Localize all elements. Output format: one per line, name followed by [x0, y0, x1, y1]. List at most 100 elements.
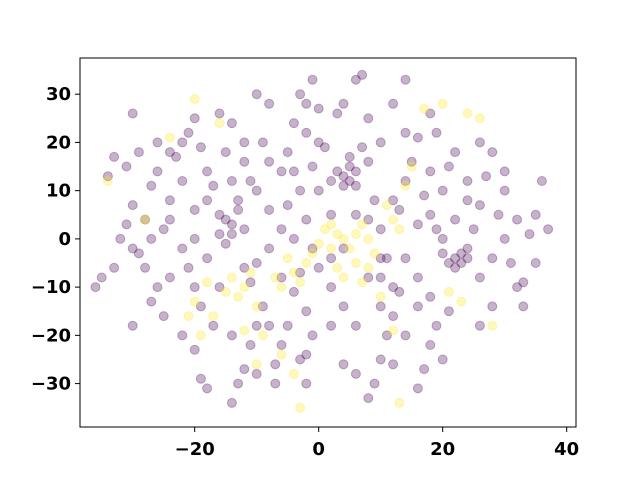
data-point-class-1: [394, 397, 405, 408]
data-point-class-1: [474, 113, 485, 124]
data-point-class-0: [313, 262, 324, 273]
data-point-class-0: [338, 180, 349, 191]
data-point-class-0: [375, 354, 386, 365]
data-point-class-0: [264, 98, 275, 109]
data-point-class-0: [270, 359, 281, 370]
data-point-class-1: [338, 233, 349, 244]
data-point-class-1: [326, 219, 337, 230]
data-point-class-0: [543, 224, 554, 235]
data-point-class-0: [443, 258, 454, 268]
data-point-class-0: [437, 354, 448, 365]
data-point-class-1: [350, 258, 361, 268]
data-point-class-0: [276, 340, 287, 350]
data-point-class-1: [164, 132, 175, 143]
data-point-class-0: [251, 320, 262, 331]
data-point-class-0: [363, 214, 374, 225]
data-point-class-0: [481, 171, 492, 182]
data-point-class-0: [140, 262, 151, 273]
data-point-class-1: [363, 262, 374, 273]
data-point-class-0: [239, 137, 250, 148]
data-point-class-1: [288, 267, 299, 278]
data-point-class-1: [307, 248, 318, 259]
data-point-class-0: [326, 253, 337, 264]
data-point-class-1: [462, 108, 473, 119]
data-point-class-0: [264, 243, 275, 254]
data-point-class-0: [419, 364, 430, 375]
data-point-class-0: [127, 243, 138, 254]
data-point-class-0: [412, 301, 423, 312]
data-point-class-0: [177, 176, 188, 186]
data-point-class-0: [189, 344, 200, 355]
data-point-class-0: [146, 180, 157, 191]
data-point-class-1: [456, 296, 467, 307]
data-point-class-1: [388, 325, 399, 336]
data-point-class-0: [146, 233, 157, 244]
data-point-class-0: [338, 171, 349, 182]
data-point-class-0: [456, 258, 467, 268]
data-point-class-0: [443, 306, 454, 317]
data-point-class-0: [363, 393, 374, 404]
y-tick-label: 0: [58, 229, 71, 250]
x-axis: −20 0 20 40: [175, 427, 579, 460]
data-point-class-0: [394, 286, 405, 297]
data-point-class-0: [301, 214, 312, 225]
data-point-class-0: [375, 272, 386, 283]
data-point-class-0: [388, 98, 399, 109]
data-point-class-0: [499, 166, 510, 177]
data-point-class-0: [388, 359, 399, 370]
data-point-class-0: [412, 383, 423, 394]
data-point-class-0: [425, 166, 436, 177]
data-point-class-0: [456, 248, 467, 259]
data-point-class-0: [313, 185, 324, 196]
data-point-class-0: [140, 214, 151, 225]
data-point-class-0: [375, 137, 386, 148]
data-point-class-0: [288, 233, 299, 244]
data-point-class-0: [295, 89, 306, 100]
data-point-class-0: [350, 368, 361, 379]
data-point-class-1: [419, 103, 430, 114]
data-point-class-0: [226, 229, 237, 240]
data-point-class-0: [462, 243, 473, 254]
data-point-class-0: [164, 195, 175, 206]
data-point-class-1: [381, 200, 392, 211]
data-point-class-0: [301, 127, 312, 138]
data-point-class-0: [189, 204, 200, 215]
data-point-class-0: [102, 171, 113, 182]
data-point-class-1: [208, 311, 219, 322]
data-point-class-0: [226, 118, 237, 129]
data-point-class-0: [512, 214, 523, 225]
data-point-class-0: [357, 69, 368, 80]
data-point-class-0: [301, 98, 312, 109]
data-point-class-0: [301, 378, 312, 389]
data-point-class-0: [301, 349, 312, 360]
y-tick-label: 20: [46, 132, 71, 153]
data-point-class-1: [276, 349, 287, 360]
data-point-class-0: [158, 311, 169, 322]
data-point-class-1: [437, 98, 448, 109]
data-point-class-0: [437, 185, 448, 196]
data-point-class-1: [195, 330, 206, 341]
data-point-class-0: [530, 258, 541, 268]
data-point-class-0: [183, 127, 194, 138]
data-point-class-0: [406, 156, 417, 167]
data-point-class-0: [245, 176, 256, 186]
data-point-class-0: [499, 233, 510, 244]
data-point-class-0: [518, 277, 529, 288]
data-point-class-0: [505, 258, 516, 268]
data-point-class-0: [127, 320, 138, 331]
data-point-class-0: [474, 272, 485, 283]
data-point-class-0: [189, 233, 200, 244]
data-point-class-0: [264, 204, 275, 215]
data-point-class-0: [524, 229, 535, 240]
data-point-class-0: [487, 301, 498, 312]
data-point-class-0: [332, 166, 343, 177]
data-point-class-1: [394, 224, 405, 235]
x-tick-label: 0: [312, 439, 325, 460]
data-point-class-0: [313, 137, 324, 148]
data-point-class-0: [499, 185, 510, 196]
data-point-class-0: [388, 195, 399, 206]
data-point-class-1: [220, 286, 231, 297]
data-point-class-0: [127, 200, 138, 211]
data-point-class-0: [326, 176, 337, 186]
